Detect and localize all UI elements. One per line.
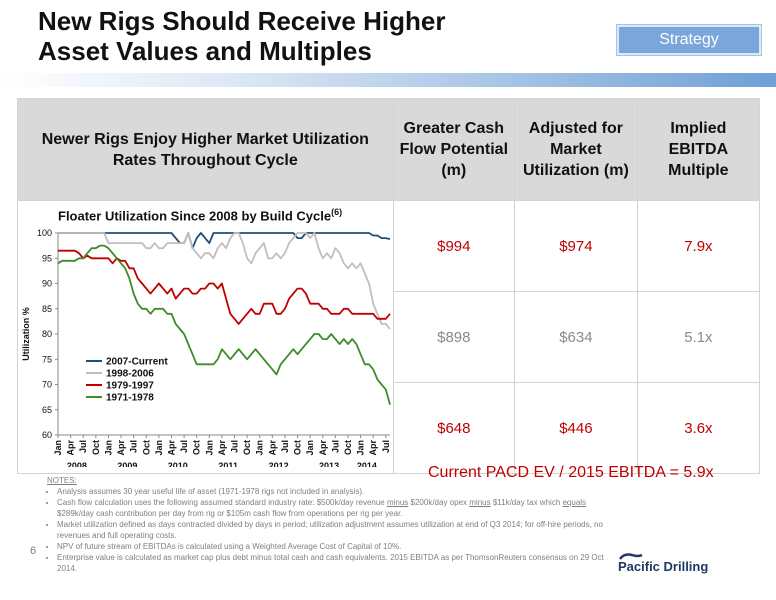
x-tick-label: Jan	[356, 440, 366, 456]
x-tick-label: Oct	[293, 440, 303, 455]
legend-label: 1971-1978	[106, 393, 154, 404]
year-label: 2008	[67, 461, 87, 467]
x-tick-label: Jan	[204, 440, 214, 456]
y-tick-label: 60	[42, 430, 52, 440]
x-tick-label: Apr	[267, 440, 277, 456]
valuation-table: Newer Rigs Enjoy Higher Market Utilizati…	[17, 98, 761, 474]
row1-multiple: 7.9x	[636, 200, 761, 292]
x-tick-label: Oct	[91, 440, 101, 455]
y-tick-label: 65	[42, 405, 52, 415]
x-tick-label: Apr	[368, 440, 378, 456]
y-tick-label: 80	[42, 329, 52, 339]
x-tick-label: Apr	[318, 440, 328, 456]
x-tick-label: Jul	[280, 440, 290, 453]
x-tick-label: Apr	[166, 440, 176, 456]
table-header-row: Newer Rigs Enjoy Higher Market Utilizati…	[17, 98, 761, 201]
x-tick-label: Jan	[154, 440, 164, 456]
y-tick-label: 90	[42, 279, 52, 289]
note-underlined-word: minus	[469, 498, 491, 507]
series-line-2007-Current	[58, 232, 391, 250]
slide-title-line2: Asset Values and Multiples	[38, 36, 372, 66]
slide-title-line1: New Rigs Should Receive Higher	[38, 6, 446, 36]
chart-title-text: Floater Utilization Since 2008 by Build …	[58, 208, 332, 224]
x-tick-label: Jul	[179, 440, 189, 453]
x-tick-label: Oct	[343, 440, 353, 455]
x-tick-label: Apr	[116, 440, 126, 456]
year-label: 2010	[168, 461, 188, 467]
chart-title: Floater Utilization Since 2008 by Build …	[58, 207, 342, 223]
logo-swoosh-icon	[618, 553, 643, 560]
x-tick-label: Oct	[242, 440, 252, 455]
x-tick-label: Jan	[53, 440, 63, 456]
y-tick-label: 100	[37, 228, 52, 238]
note-item: Market utilization defined as days contr…	[57, 519, 607, 541]
x-tick-label: Apr	[217, 440, 227, 456]
row3-cash-flow: $648	[392, 382, 516, 474]
header-cell-adjusted: Adjusted for Market Utilization (m)	[514, 98, 638, 201]
row3-multiple: 3.6x	[636, 382, 761, 474]
pacd-multiple-summary: Current PACD EV / 2015 EBITDA = 5.9x	[428, 464, 714, 481]
x-tick-label: Jul	[381, 440, 391, 453]
year-label: 2011	[218, 461, 238, 467]
table-row: $898 $634 5.1x	[18, 291, 761, 383]
x-tick-label: Jul	[330, 440, 340, 453]
note-item: Enterprise value is calculated as market…	[57, 552, 607, 574]
x-tick-label: Jan	[103, 440, 113, 456]
row2-cash-flow: $898	[392, 291, 516, 383]
note-item: Analysis assumes 30 year useful life of …	[57, 486, 607, 497]
legend-label: 2007-Current	[106, 357, 168, 368]
year-label: 2012	[269, 461, 289, 467]
chart-title-superscript: (6)	[331, 207, 343, 217]
row2-multiple: 5.1x	[636, 291, 761, 383]
legend-label: 1998-2006	[106, 369, 154, 380]
row3-adjusted: $446	[514, 382, 638, 474]
chart-cell: Floater Utilization Since 2008 by Build …	[17, 200, 394, 474]
year-label: 2013	[319, 461, 339, 467]
row2-adjusted: $634	[514, 291, 638, 383]
note-item: Cash flow calculation uses the following…	[57, 497, 607, 519]
year-label: 2009	[117, 461, 137, 467]
row1-cash-flow: $994	[392, 200, 516, 292]
x-tick-label: Jul	[78, 440, 88, 453]
slide-title: New Rigs Should Receive Higher Asset Val…	[38, 6, 445, 66]
pacific-drilling-logo: Pacific Drilling	[618, 553, 708, 574]
row1-adjusted: $974	[514, 200, 638, 292]
y-tick-label: 70	[42, 380, 52, 390]
strategy-badge: Strategy	[617, 25, 761, 55]
notes-section: NOTES: Analysis assumes 30 year useful l…	[47, 475, 607, 574]
series-line-1971-1978	[57, 244, 391, 405]
y-tick-label: 85	[42, 304, 52, 314]
x-tick-label: Apr	[66, 440, 76, 456]
series-line-1979-1997	[58, 249, 391, 325]
header-gradient-band	[0, 73, 776, 87]
header-cell-multiple: Implied EBITDA Multiple	[636, 98, 761, 201]
note-underlined-word: minus	[386, 498, 409, 507]
y-tick-label: 75	[42, 354, 52, 364]
x-tick-label: Oct	[141, 440, 151, 455]
table-row: $648 $446 3.6x	[18, 382, 761, 474]
x-tick-label: Jul	[230, 440, 240, 453]
y-axis-label: Utilization %	[21, 307, 31, 361]
x-tick-label: Jan	[255, 440, 265, 456]
notes-list: Analysis assumes 30 year useful life of …	[47, 486, 607, 574]
x-tick-label: Jul	[129, 440, 139, 453]
page-number: 6	[30, 545, 37, 557]
series-line-1998-2006	[58, 232, 391, 330]
legend-label: 1979-1997	[106, 381, 154, 392]
x-tick-label: Jan	[305, 440, 315, 456]
x-tick-label: Oct	[192, 440, 202, 455]
header-cell-cash-flow: Greater Cash Flow Potential (m)	[392, 98, 516, 201]
y-tick-label: 95	[42, 253, 52, 263]
note-underlined-word: equals	[562, 498, 587, 507]
logo-text: Pacific Drilling	[618, 559, 708, 574]
year-label: 2014	[357, 461, 377, 467]
notes-heading: NOTES:	[47, 476, 77, 485]
table-row: Floater Utilization Since 2008 by Build …	[17, 200, 761, 474]
note-item: NPV of future stream of EBITDAs is calcu…	[57, 541, 607, 552]
header-cell-utilization: Newer Rigs Enjoy Higher Market Utilizati…	[17, 98, 394, 201]
